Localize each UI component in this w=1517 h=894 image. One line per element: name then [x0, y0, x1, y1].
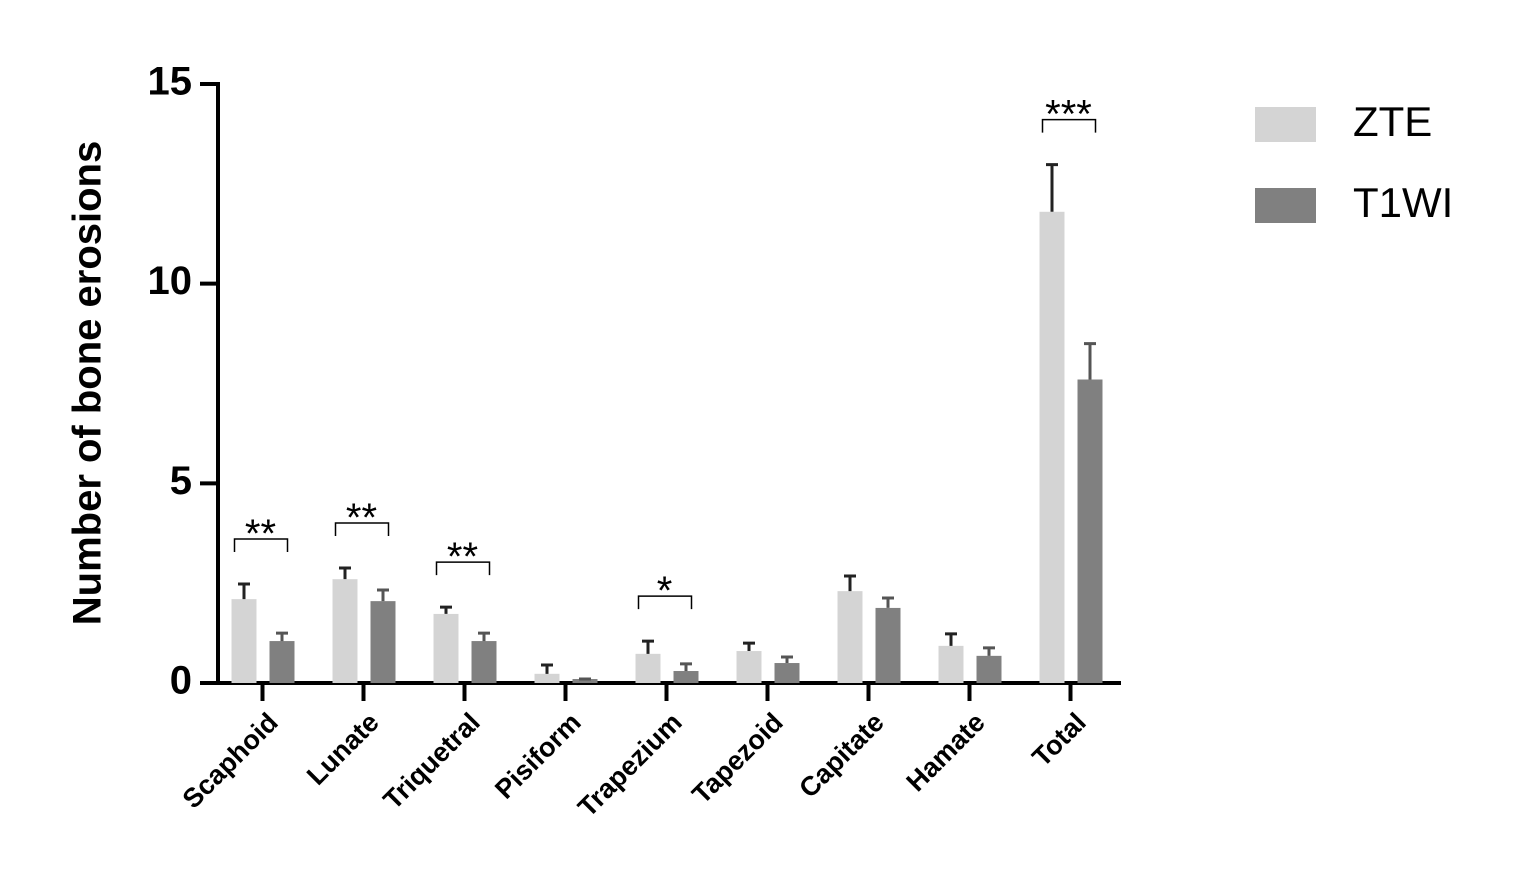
x-tick-label: Trapezium — [572, 707, 688, 823]
bar — [572, 679, 598, 683]
error-bar — [743, 641, 755, 652]
x-tick-label: Pisiform — [489, 707, 587, 805]
y-tick-label: 5 — [170, 459, 192, 503]
bar — [332, 579, 358, 683]
bar — [938, 645, 964, 683]
legend-swatch — [1255, 107, 1316, 142]
error-bar — [478, 631, 490, 642]
y-axis-label: Number of bone erosions — [66, 141, 110, 626]
error-bar — [377, 588, 389, 602]
error-bar — [983, 646, 995, 656]
legend-swatch — [1255, 188, 1316, 223]
error-bar — [844, 574, 856, 592]
y-tick-label: 0 — [170, 659, 192, 703]
error-bar — [680, 662, 692, 672]
bar — [433, 613, 459, 683]
bar — [231, 599, 257, 683]
significance-label: * — [657, 569, 673, 613]
bar — [774, 663, 800, 683]
significance-bracket — [233, 538, 289, 552]
legend-label: T1WI — [1353, 179, 1453, 226]
bar — [673, 671, 699, 683]
bar — [976, 655, 1002, 683]
legend-label: ZTE — [1353, 98, 1432, 145]
bar — [1077, 379, 1103, 683]
significance-label: ** — [447, 535, 478, 579]
significance-bracket — [637, 595, 693, 610]
bar — [269, 641, 295, 683]
error-bar — [781, 655, 793, 664]
x-tick-label: Tapezoid — [686, 707, 789, 810]
error-bar — [1046, 163, 1058, 212]
x-tick-label: Scaphoid — [177, 707, 284, 814]
error-bar — [1084, 342, 1096, 380]
y-tick-label: 15 — [148, 60, 193, 104]
x-tick-label: Total — [1026, 707, 1091, 772]
error-bar — [238, 582, 250, 600]
error-bar — [339, 566, 351, 580]
error-bar — [541, 663, 553, 674]
x-tick-label: Triquetral — [378, 707, 486, 815]
bar — [471, 641, 497, 683]
bar — [875, 607, 901, 683]
bar — [736, 651, 762, 683]
bar — [635, 653, 661, 683]
significance-label: ** — [245, 512, 276, 556]
error-bar — [945, 632, 957, 646]
significance-bracket — [1041, 118, 1097, 133]
bar — [837, 591, 863, 683]
significance-label: *** — [1045, 93, 1092, 137]
y-tick-label: 10 — [148, 259, 193, 303]
error-bar — [882, 596, 894, 608]
error-bar — [642, 639, 654, 654]
significance-bracket — [435, 561, 491, 576]
bar — [1039, 211, 1065, 683]
x-tick-label: Capitate — [793, 707, 890, 804]
significance-bracket — [334, 522, 390, 536]
significance-label: ** — [346, 496, 377, 540]
bar — [370, 601, 396, 683]
error-bar — [440, 605, 452, 614]
x-tick-label: Lunate — [301, 707, 385, 791]
error-bar — [276, 631, 288, 642]
x-tick-label: Hamate — [901, 707, 991, 797]
bar — [534, 673, 560, 683]
